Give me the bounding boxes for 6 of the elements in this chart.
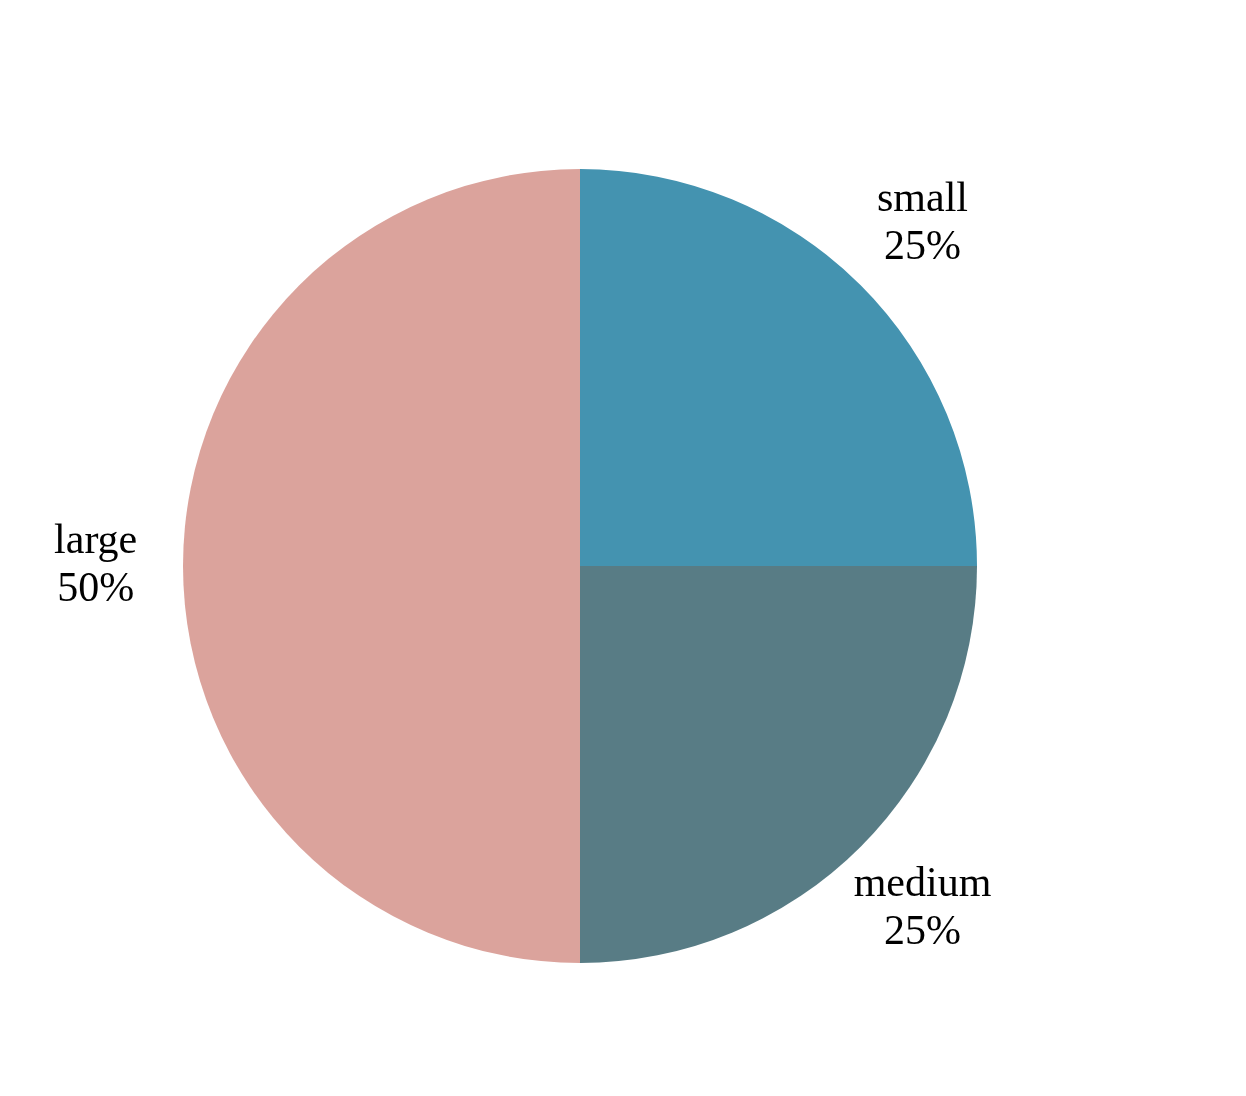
slice-label: medium xyxy=(853,858,992,905)
slice-label: large xyxy=(54,516,138,563)
data-label: 25% xyxy=(883,906,961,953)
data-label: 25% xyxy=(883,221,961,268)
slice-label: small xyxy=(876,173,968,220)
data-label: 50% xyxy=(57,564,135,611)
